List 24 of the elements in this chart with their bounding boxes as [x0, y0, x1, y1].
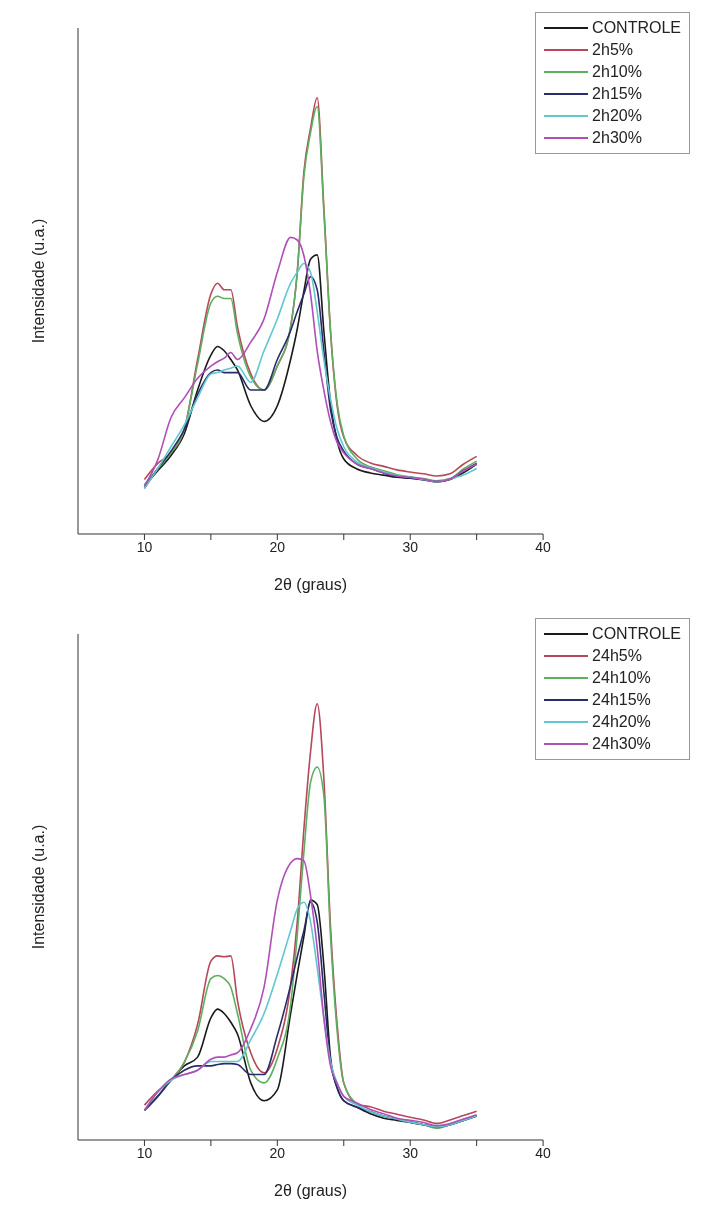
- y-axis-title: Intensidade (u.a.): [29, 218, 47, 344]
- x-tick-label: 30: [402, 1144, 419, 1161]
- legend-label: 24h20%: [592, 713, 651, 731]
- x-tick-label: 40: [535, 538, 552, 555]
- legend-label: CONTROLE: [592, 625, 681, 643]
- legend-label: 24h10%: [592, 669, 651, 687]
- x-axis-title: 2θ (graus): [274, 1182, 348, 1199]
- x-tick-label: 20: [269, 1144, 286, 1161]
- x-tick-label: 10: [136, 538, 153, 555]
- legend-label: 2h20%: [592, 107, 642, 125]
- legend-label: CONTROLE: [592, 19, 681, 37]
- x-tick-label: 10: [136, 1144, 153, 1161]
- legend-label: 2h10%: [592, 63, 642, 81]
- y-axis-title: Intensidade (u.a.): [29, 824, 47, 950]
- legend-label: 24h15%: [592, 691, 651, 709]
- legend-label: 2h5%: [592, 41, 634, 59]
- x-axis-title: 2θ (graus): [274, 576, 348, 593]
- x-tick-label: 30: [402, 538, 419, 555]
- legend-label: 24h5%: [592, 647, 642, 665]
- legend-label: 2h30%: [592, 129, 642, 147]
- x-tick-label: 20: [269, 538, 286, 555]
- legend-label: 2h15%: [592, 85, 642, 103]
- legend-label: 24h30%: [592, 735, 651, 753]
- x-tick-label: 40: [535, 1144, 552, 1161]
